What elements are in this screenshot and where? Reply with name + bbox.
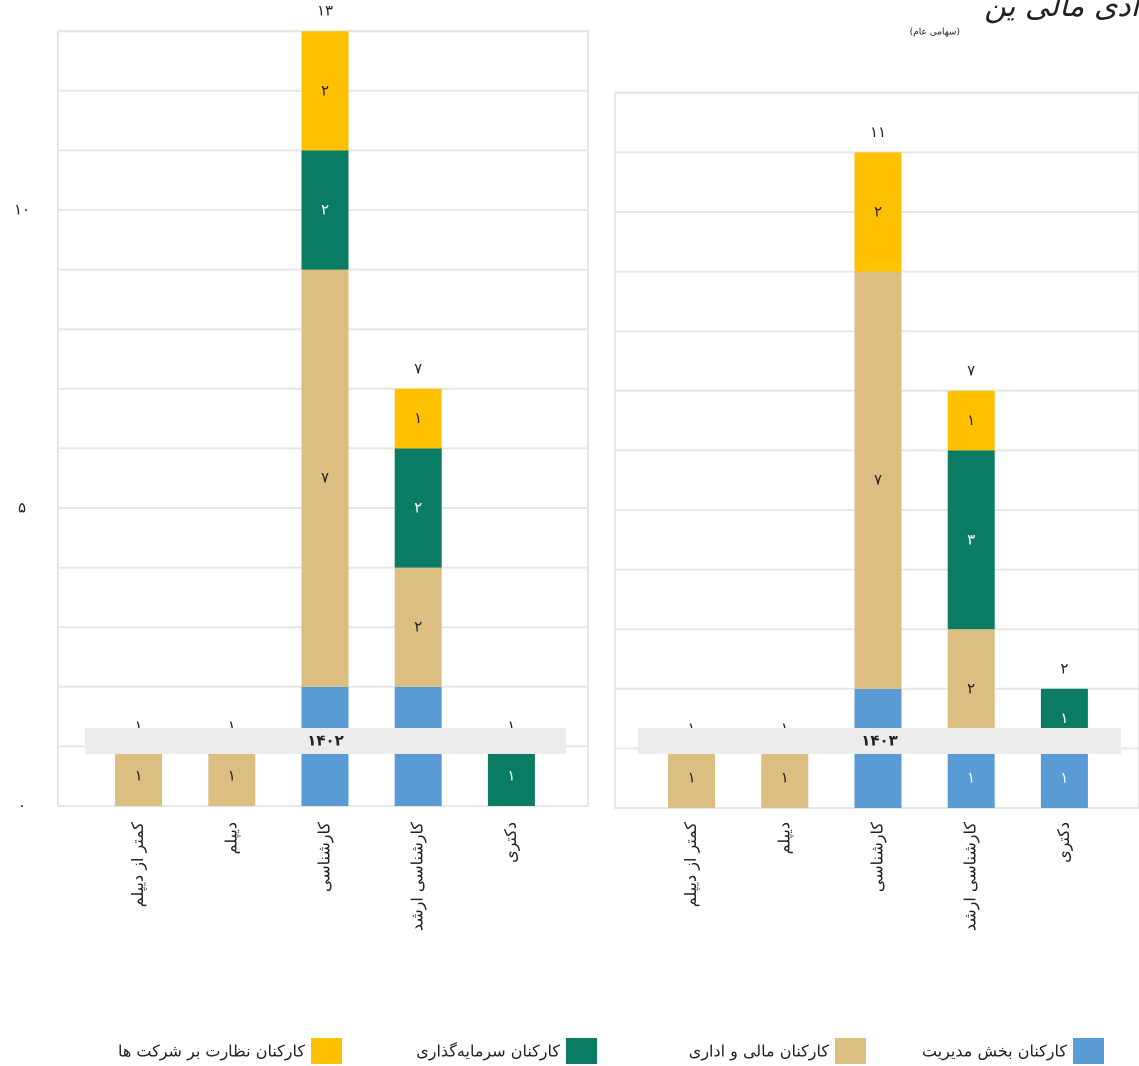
bar-segment bbox=[947, 390, 995, 451]
total-label: ۱ bbox=[135, 717, 143, 735]
bar-segment bbox=[208, 746, 256, 806]
legend-swatch bbox=[835, 1038, 866, 1064]
value-label: ۲ bbox=[874, 203, 882, 221]
facet-strip bbox=[85, 728, 566, 754]
legend-swatch bbox=[566, 1038, 597, 1064]
x-tick-label: دکتری bbox=[1054, 822, 1074, 863]
bar-segment bbox=[947, 450, 995, 630]
bar-segment bbox=[301, 269, 349, 687]
total-label: ۲ bbox=[1060, 659, 1068, 677]
value-label: ۱ bbox=[507, 767, 515, 785]
legend-label: کارکنان مالی و اداری bbox=[689, 1042, 830, 1062]
total-label: ۱۳ bbox=[317, 2, 333, 20]
bar-segment bbox=[947, 748, 995, 808]
value-label: ۷ bbox=[321, 469, 329, 487]
facet-label: ۱۴۰۲ bbox=[307, 732, 344, 750]
value-label: ۱ bbox=[135, 767, 143, 785]
value-label: ۲ bbox=[321, 81, 329, 99]
total-label: ۱۱ bbox=[870, 123, 886, 141]
x-tick-label: کارشناسی ارشد bbox=[961, 822, 981, 932]
legend-swatch bbox=[1073, 1038, 1104, 1064]
bar-segment bbox=[1040, 748, 1088, 808]
x-tick-label: کارشناسی bbox=[315, 822, 335, 892]
total-label: ۷ bbox=[414, 359, 422, 377]
logo-subtitle: (سهامی عام) bbox=[910, 28, 960, 38]
bar-segment bbox=[854, 152, 902, 272]
x-tick-label: دیپلم bbox=[221, 822, 241, 854]
bar-segment bbox=[487, 746, 535, 806]
value-label: ۲ bbox=[414, 618, 422, 636]
x-tick-label: کارشناسی ارشد bbox=[408, 822, 428, 932]
x-tick-label: کمتر از دیپلم bbox=[681, 822, 701, 908]
legend-swatch bbox=[311, 1038, 342, 1064]
y-tick-label: ۰ bbox=[18, 797, 26, 815]
bar-segment bbox=[394, 388, 442, 449]
facet-strip bbox=[638, 728, 1121, 754]
facet-label: ۱۴۰۳ bbox=[861, 732, 898, 750]
value-label: ۱ bbox=[1060, 709, 1068, 727]
bar-segment bbox=[668, 748, 716, 808]
legend-label: کارکنان نظارت بر شرکت ها bbox=[118, 1042, 305, 1062]
logo-name: ادی مالی ین bbox=[984, 0, 1139, 24]
bar-segment bbox=[301, 31, 349, 151]
value-label: ۱ bbox=[1060, 769, 1068, 787]
total-label: ۱ bbox=[781, 719, 789, 737]
x-tick-label: دیپلم bbox=[774, 822, 794, 854]
bar-segment bbox=[394, 567, 442, 687]
value-label: ۱ bbox=[967, 769, 975, 787]
value-label: ۲ bbox=[967, 679, 975, 697]
value-label: ۱ bbox=[688, 769, 696, 787]
value-label: ۳ bbox=[967, 530, 975, 548]
value-label: ۱ bbox=[781, 769, 789, 787]
total-label: ۷ bbox=[967, 361, 975, 379]
bar-segment bbox=[761, 748, 809, 808]
total-label: ۱ bbox=[688, 719, 696, 737]
x-tick-label: کمتر از دیپلم bbox=[128, 822, 148, 908]
value-label: ۱ bbox=[414, 409, 422, 427]
bar-segment bbox=[394, 448, 442, 568]
total-label: ۱ bbox=[228, 717, 236, 735]
value-label: ۲ bbox=[414, 499, 422, 517]
bar-segment bbox=[301, 150, 349, 270]
bar-segment bbox=[854, 271, 902, 689]
total-label: ۱ bbox=[507, 717, 515, 735]
y-tick-label: ۵ bbox=[18, 499, 26, 517]
legend-label: کارکنان بخش مدیریت bbox=[922, 1042, 1067, 1062]
value-label: ۱ bbox=[967, 411, 975, 429]
value-label: ۱ bbox=[228, 767, 236, 785]
bar-segment bbox=[115, 746, 163, 806]
value-label: ۷ bbox=[874, 471, 882, 489]
x-tick-label: کارشناسی bbox=[868, 822, 888, 892]
x-tick-label: دکتری bbox=[501, 822, 521, 863]
y-tick-label: ۱۰ bbox=[14, 201, 30, 219]
value-label: ۲ bbox=[321, 201, 329, 219]
legend-label: کارکنان سرمایه‌گذاری bbox=[416, 1042, 560, 1062]
